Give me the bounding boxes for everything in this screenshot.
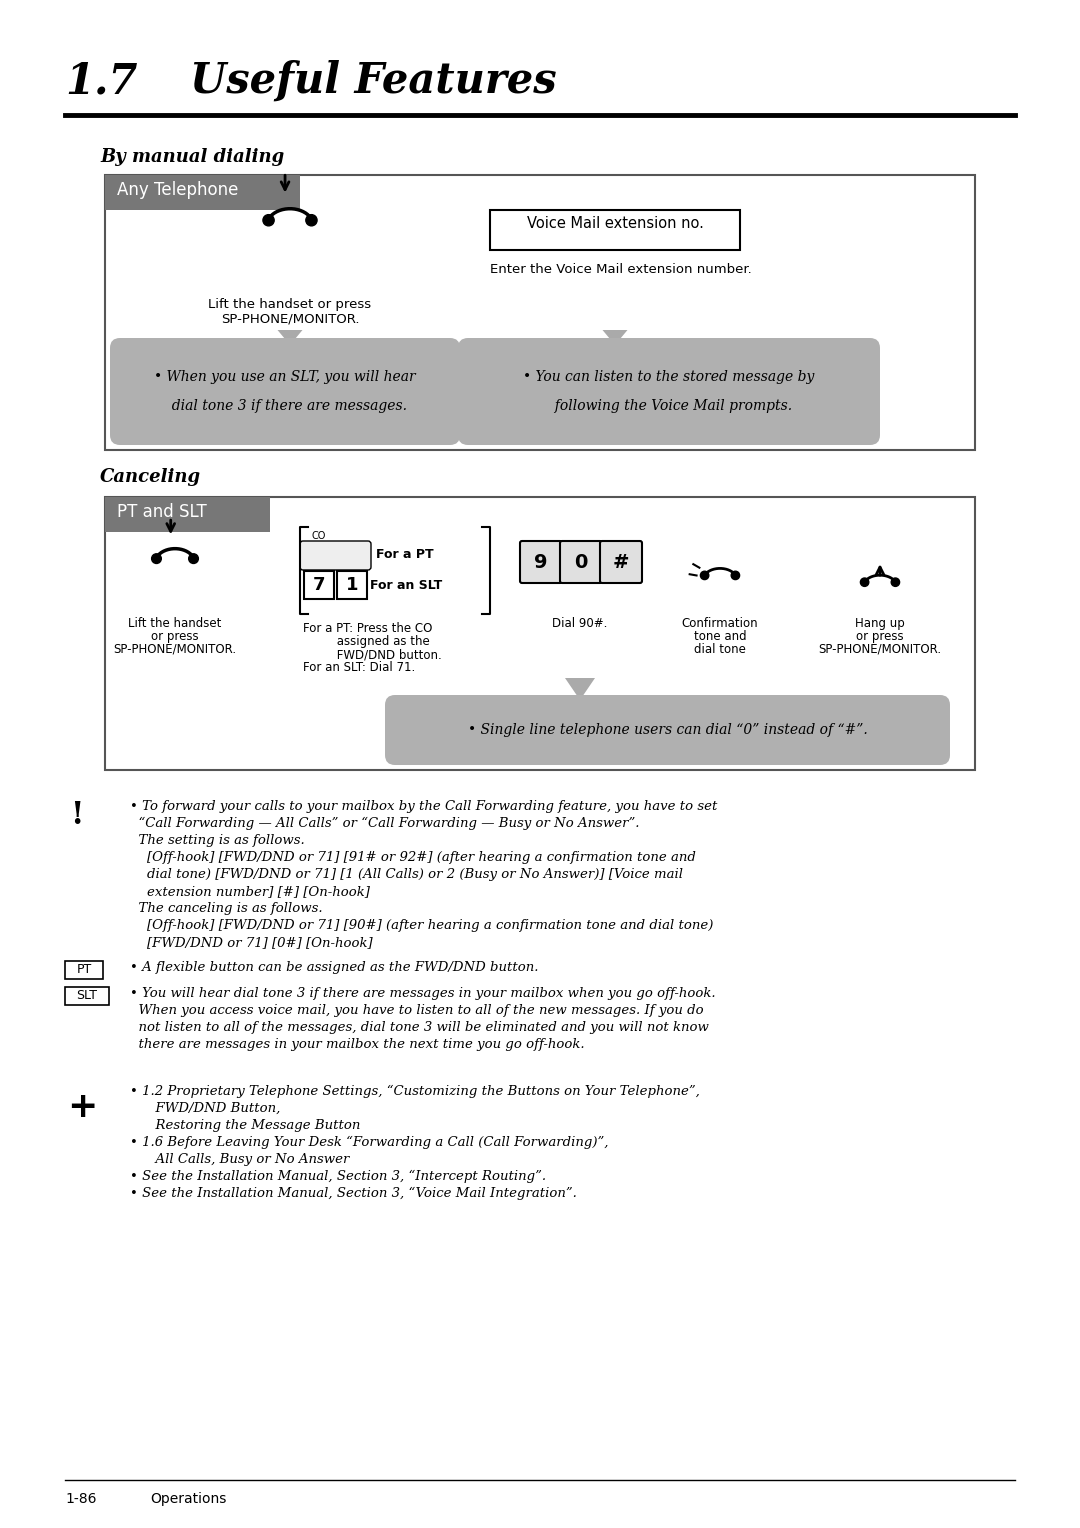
Text: The canceling is as follows.: The canceling is as follows. <box>130 902 323 915</box>
Text: • When you use an SLT, you will hear: • When you use an SLT, you will hear <box>154 370 416 384</box>
Text: 1-86: 1-86 <box>65 1491 96 1507</box>
Text: Voice Mail extension no.: Voice Mail extension no. <box>527 215 703 231</box>
Circle shape <box>306 214 318 226</box>
Text: [Off-hook] [FWD/DND or 71] [91# or 92#] (after hearing a confirmation tone and: [Off-hook] [FWD/DND or 71] [91# or 92#] … <box>130 851 696 863</box>
Circle shape <box>701 571 708 579</box>
Text: • 1.2 Proprietary Telephone Settings, “Customizing the Buttons on Your Telephone: • 1.2 Proprietary Telephone Settings, “C… <box>130 1085 700 1099</box>
Text: When you access voice mail, you have to listen to all of the new messages. If yo: When you access voice mail, you have to … <box>130 1004 704 1018</box>
FancyBboxPatch shape <box>337 571 367 599</box>
Text: • See the Installation Manual, Section 3, “Voice Mail Integration”.: • See the Installation Manual, Section 3… <box>130 1187 577 1199</box>
Text: or press: or press <box>151 630 199 643</box>
Text: • To forward your calls to your mailbox by the Call Forwarding feature, you have: • To forward your calls to your mailbox … <box>130 801 717 813</box>
FancyBboxPatch shape <box>600 541 642 584</box>
Text: 1.7: 1.7 <box>65 60 137 102</box>
Polygon shape <box>603 330 627 345</box>
FancyBboxPatch shape <box>105 176 975 451</box>
Text: Confirmation: Confirmation <box>681 617 758 630</box>
Text: [FWD/DND or 71] [0#] [On-hook]: [FWD/DND or 71] [0#] [On-hook] <box>130 937 373 949</box>
Text: Restoring the Message Button: Restoring the Message Button <box>130 1118 361 1132</box>
Text: Lift the handset: Lift the handset <box>129 617 221 630</box>
FancyBboxPatch shape <box>490 209 740 251</box>
Text: • A flexible button can be assigned as the FWD/DND button.: • A flexible button can be assigned as t… <box>130 961 539 973</box>
FancyBboxPatch shape <box>105 176 300 209</box>
Text: Any Telephone: Any Telephone <box>117 180 239 199</box>
Text: CO: CO <box>312 532 326 541</box>
FancyBboxPatch shape <box>105 497 270 532</box>
Text: FWD/DND Button,: FWD/DND Button, <box>130 1102 281 1115</box>
Text: SLT: SLT <box>77 989 97 1002</box>
FancyBboxPatch shape <box>303 571 334 599</box>
FancyBboxPatch shape <box>384 695 950 766</box>
Text: FWD/DND button.: FWD/DND button. <box>303 648 442 662</box>
FancyBboxPatch shape <box>458 338 880 445</box>
Text: • You will hear dial tone 3 if there are messages in your mailbox when you go of: • You will hear dial tone 3 if there are… <box>130 987 716 999</box>
Polygon shape <box>278 330 302 345</box>
Text: 7: 7 <box>313 576 325 594</box>
Text: 9: 9 <box>535 553 548 571</box>
Text: or press: or press <box>856 630 904 643</box>
Text: Useful Features: Useful Features <box>190 60 556 102</box>
Text: PT: PT <box>77 963 92 976</box>
FancyBboxPatch shape <box>300 541 372 570</box>
Text: For a PT: For a PT <box>376 549 434 561</box>
Text: For an SLT: For an SLT <box>370 579 442 591</box>
Text: not listen to all of the messages, dial tone 3 will be eliminated and you will n: not listen to all of the messages, dial … <box>130 1021 708 1034</box>
Text: [Off-hook] [FWD/DND or 71] [90#] (after hearing a confirmation tone and dial ton: [Off-hook] [FWD/DND or 71] [90#] (after … <box>130 918 714 932</box>
Text: For an SLT: Dial 71.: For an SLT: Dial 71. <box>303 662 415 674</box>
Text: SP-PHONE/MONITOR.: SP-PHONE/MONITOR. <box>220 313 360 325</box>
Text: “Call Forwarding — All Calls” or “Call Forwarding — Busy or No Answer”.: “Call Forwarding — All Calls” or “Call F… <box>130 817 639 830</box>
Circle shape <box>891 578 900 587</box>
Text: dial tone: dial tone <box>694 643 746 656</box>
Text: #: # <box>612 553 630 571</box>
Text: SP-PHONE/MONITOR.: SP-PHONE/MONITOR. <box>113 643 237 656</box>
Text: All Calls, Busy or No Answer: All Calls, Busy or No Answer <box>130 1154 349 1166</box>
Text: there are messages in your mailbox the next time you go off-hook.: there are messages in your mailbox the n… <box>130 1038 584 1051</box>
Text: +: + <box>67 1089 97 1125</box>
Text: • You can listen to the stored message by: • You can listen to the stored message b… <box>524 370 814 384</box>
Text: dial tone 3 if there are messages.: dial tone 3 if there are messages. <box>163 399 407 413</box>
Circle shape <box>731 571 740 579</box>
Text: Hang up: Hang up <box>855 617 905 630</box>
Text: By manual dialing: By manual dialing <box>100 148 284 167</box>
FancyBboxPatch shape <box>105 497 975 770</box>
Text: SP-PHONE/MONITOR.: SP-PHONE/MONITOR. <box>819 643 942 656</box>
Text: tone and: tone and <box>693 630 746 643</box>
Text: • See the Installation Manual, Section 3, “Intercept Routing”.: • See the Installation Manual, Section 3… <box>130 1170 546 1183</box>
FancyBboxPatch shape <box>561 541 602 584</box>
Text: • Single line telephone users can dial “0” instead of “#”.: • Single line telephone users can dial “… <box>468 723 867 736</box>
Text: PT and SLT: PT and SLT <box>117 503 206 521</box>
Text: assigned as the: assigned as the <box>303 636 430 648</box>
Text: extension number] [#] [On-hook]: extension number] [#] [On-hook] <box>130 885 369 898</box>
FancyBboxPatch shape <box>65 987 109 1005</box>
Text: !: ! <box>70 801 83 831</box>
FancyBboxPatch shape <box>65 961 103 979</box>
Text: dial tone) [FWD/DND or 71] [1 (All Calls) or 2 (Busy or No Answer)] [Voice mail: dial tone) [FWD/DND or 71] [1 (All Calls… <box>130 868 683 882</box>
Circle shape <box>189 553 199 564</box>
Text: • 1.6 Before Leaving Your Desk “Forwarding a Call (Call Forwarding)”,: • 1.6 Before Leaving Your Desk “Forwardi… <box>130 1135 608 1149</box>
Polygon shape <box>565 678 595 700</box>
Circle shape <box>861 578 868 587</box>
Text: following the Voice Mail prompts.: following the Voice Mail prompts. <box>545 399 792 413</box>
Text: 1: 1 <box>346 576 359 594</box>
Text: Canceling: Canceling <box>100 468 201 486</box>
Text: Operations: Operations <box>150 1491 227 1507</box>
FancyBboxPatch shape <box>110 338 460 445</box>
Text: For a PT: Press the CO: For a PT: Press the CO <box>303 622 432 636</box>
Circle shape <box>262 214 274 226</box>
Text: Lift the handset or press: Lift the handset or press <box>208 298 372 312</box>
Text: 0: 0 <box>575 553 588 571</box>
Text: The setting is as follows.: The setting is as follows. <box>130 834 305 847</box>
FancyBboxPatch shape <box>519 541 562 584</box>
Circle shape <box>151 553 161 564</box>
Text: Enter the Voice Mail extension number.: Enter the Voice Mail extension number. <box>490 263 752 277</box>
Text: Dial 90#.: Dial 90#. <box>552 617 608 630</box>
